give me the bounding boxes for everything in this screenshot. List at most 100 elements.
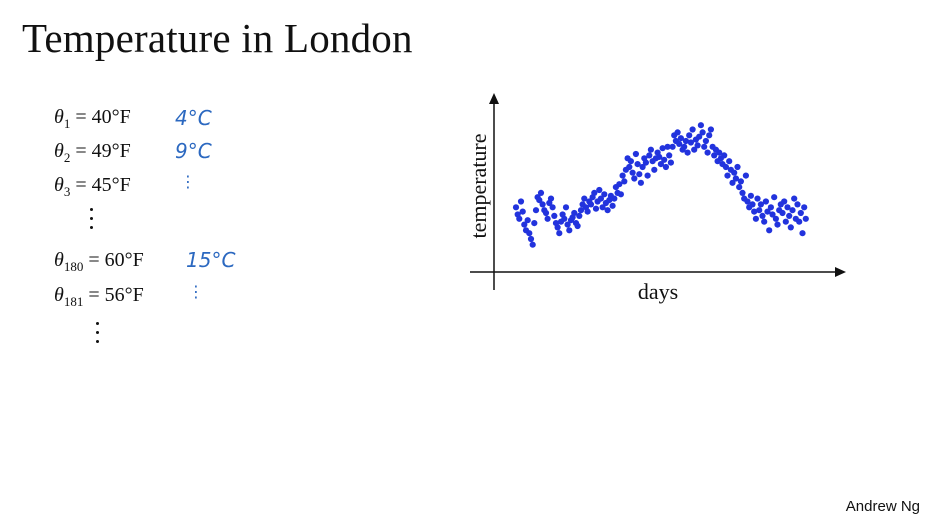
data-point — [532, 207, 540, 214]
data-point — [704, 149, 711, 156]
data-point — [577, 207, 585, 214]
equation-value: = 40°F — [75, 106, 131, 128]
data-point — [682, 137, 690, 145]
equation-subscript: 3 — [63, 184, 71, 199]
data-point — [784, 204, 791, 211]
data-point — [561, 215, 568, 222]
equation-value: = 56°F — [88, 284, 144, 306]
theta-symbol: θ — [54, 174, 64, 196]
data-point — [707, 126, 715, 133]
data-point — [721, 152, 728, 159]
data-point — [751, 208, 758, 215]
vertical-ellipsis-1 — [90, 208, 94, 235]
x-axis-arrow — [835, 267, 846, 277]
celsius-annotation-1: 4°C — [175, 106, 212, 130]
data-point — [669, 143, 676, 150]
data-point — [639, 163, 646, 171]
data-point — [562, 204, 570, 211]
data-point — [796, 218, 803, 225]
data-point — [516, 215, 523, 222]
data-point — [574, 222, 581, 230]
data-point — [642, 159, 650, 166]
y-axis-arrow — [489, 93, 499, 104]
data-point — [756, 207, 763, 214]
data-point — [782, 218, 789, 225]
data-point — [731, 169, 738, 176]
celsius-annotation-3: ⋮ — [180, 172, 196, 191]
data-point — [724, 172, 731, 179]
data-point — [681, 143, 688, 150]
data-point — [597, 195, 605, 202]
data-point — [761, 218, 768, 225]
data-point — [757, 201, 765, 208]
data-point — [661, 156, 668, 163]
data-point — [686, 132, 693, 139]
data-point — [632, 150, 640, 158]
celsius-annotation-180: 15°C — [186, 248, 236, 272]
data-point — [542, 209, 550, 217]
data-point — [549, 204, 556, 211]
data-point — [747, 192, 755, 199]
data-point — [531, 220, 538, 227]
theta-symbol: θ — [54, 284, 64, 306]
data-point — [766, 227, 773, 234]
data-point — [716, 149, 723, 156]
data-point — [596, 186, 603, 194]
data-point — [529, 241, 536, 248]
data-point — [759, 212, 766, 219]
equation-2: θ2 = 49°F — [54, 140, 131, 166]
data-point — [786, 212, 793, 219]
data-point — [537, 189, 545, 196]
data-point — [527, 235, 535, 243]
equation-3: θ3 = 45°F — [54, 174, 131, 200]
data-point — [576, 212, 583, 219]
equation-value: = 45°F — [75, 174, 131, 196]
data-point — [536, 197, 543, 204]
data-point — [676, 140, 683, 147]
data-point — [754, 195, 761, 202]
data-point — [521, 221, 528, 228]
data-point — [616, 181, 623, 188]
data-point — [694, 142, 701, 149]
data-point — [656, 153, 663, 160]
data-point — [802, 215, 809, 222]
data-point — [781, 198, 788, 205]
data-point — [684, 149, 691, 156]
data-point — [799, 230, 806, 237]
data-point — [601, 191, 608, 198]
data-point — [631, 175, 638, 182]
data-point — [512, 204, 520, 211]
data-point — [687, 139, 695, 146]
data-point — [752, 215, 760, 222]
data-point — [744, 198, 751, 205]
data-point — [677, 135, 685, 142]
data-point — [772, 215, 780, 222]
data-point — [769, 211, 776, 218]
data-point — [801, 204, 808, 211]
data-point — [726, 158, 733, 165]
data-point — [584, 208, 591, 215]
data-point — [629, 169, 636, 176]
data-point — [764, 208, 771, 215]
page-title: Temperature in London — [22, 15, 413, 61]
data-point — [767, 204, 775, 211]
data-point — [564, 221, 571, 228]
data-point — [789, 207, 796, 214]
data-point — [689, 126, 696, 133]
data-point — [609, 202, 616, 209]
data-point — [566, 227, 573, 234]
data-point — [701, 143, 708, 150]
celsius-annotation-181: ⋮ — [188, 282, 204, 301]
data-point — [604, 207, 611, 214]
data-points — [512, 122, 809, 248]
data-point — [791, 195, 798, 202]
data-point — [526, 230, 533, 237]
data-point — [794, 201, 801, 208]
data-point — [706, 132, 713, 139]
equation-181: θ181 = 56°F — [54, 284, 144, 310]
author-credit: Andrew Ng — [845, 498, 920, 515]
data-point — [691, 146, 698, 153]
data-point — [779, 209, 786, 217]
data-point — [696, 133, 703, 140]
data-point — [644, 172, 651, 179]
